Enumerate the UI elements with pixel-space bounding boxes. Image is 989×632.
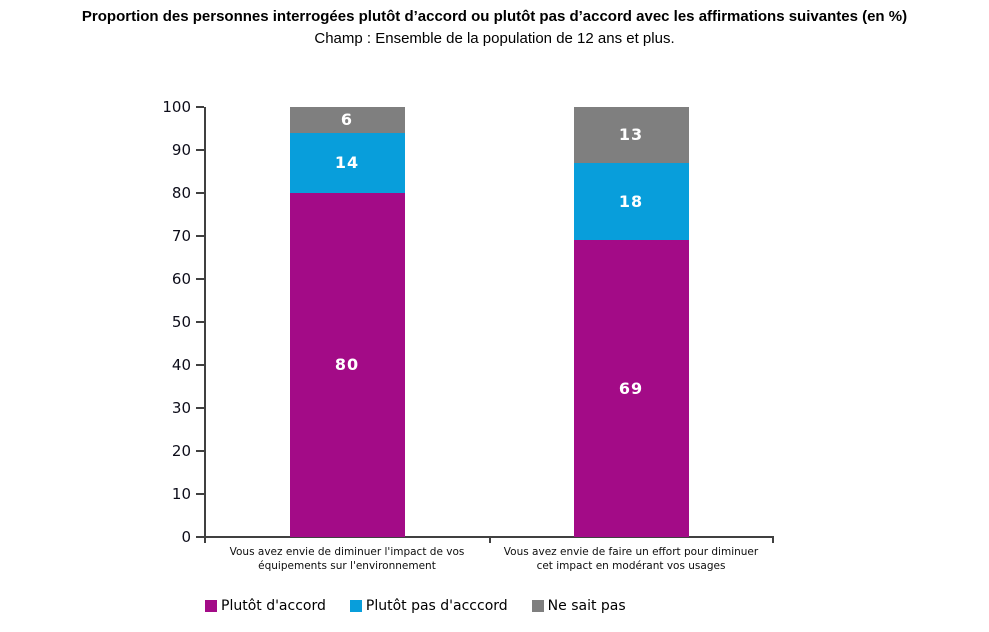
legend-label: Ne sait pas [547, 598, 626, 614]
legend-swatch-icon [349, 600, 362, 612]
legend-swatch-icon [205, 600, 217, 612]
stacked-bar-2: 13 18 69 [573, 107, 689, 537]
x-tick-mark [204, 538, 206, 543]
y-tick-mark [196, 106, 204, 108]
bar-value-label: 80 [334, 355, 360, 375]
bar-segment: 13 [573, 107, 689, 163]
chart-title: Proportion des personnes interrogées plu… [81, 8, 908, 25]
y-tick-mark [196, 321, 204, 323]
chart-subtitle: Champ : Ensemble de la population de 12 … [314, 30, 675, 47]
bar-segment: 6 [289, 107, 405, 133]
x-tick-mark [489, 538, 491, 543]
bar-value-label: 18 [618, 192, 644, 212]
y-tick-label: 10 [171, 485, 191, 503]
y-tick-mark [196, 536, 204, 538]
y-tick-mark [196, 235, 204, 237]
y-tick-mark [196, 407, 204, 409]
y-tick-label: 90 [171, 141, 191, 159]
y-tick-mark [196, 149, 204, 151]
bar-value-label: 13 [618, 125, 644, 145]
y-tick-label: 30 [171, 399, 191, 417]
y-tick-mark [196, 493, 204, 495]
y-tick-label: 70 [171, 227, 191, 245]
bar-segment: 80 [289, 192, 405, 537]
y-tick-label: 80 [171, 184, 191, 202]
stacked-bar-1: 6 14 80 [289, 107, 405, 537]
legend-label: Plutôt pas d'acccord [365, 598, 508, 614]
legend-swatch-icon [531, 600, 544, 612]
bar-value-label: 69 [618, 379, 644, 399]
legend: Plutôt d'accord Plutôt pas d'acccord Ne sa… [205, 598, 626, 614]
y-tick-mark [196, 450, 204, 452]
y-tick-label: 100 [162, 98, 191, 116]
x-axis-line [204, 536, 774, 538]
y-tick-label: 0 [181, 528, 191, 546]
legend-item: Plutôt pas d'acccord [349, 598, 508, 614]
bar-value-label: 6 [340, 110, 354, 130]
y-tick-label: 50 [171, 313, 191, 331]
bar-segment: 18 [573, 162, 689, 241]
legend-label: Plutôt d'accord [221, 598, 326, 614]
bar-segment: 69 [573, 240, 689, 537]
y-tick-label: 60 [171, 270, 191, 288]
legend-item: Plutôt d'accord [205, 598, 326, 614]
y-tick-mark [196, 192, 204, 194]
category-label: Vous avez envie de faire un effort pour … [503, 546, 759, 573]
bar-value-label: 14 [334, 153, 360, 173]
x-tick-mark [772, 538, 774, 543]
y-tick-label: 20 [171, 442, 191, 460]
y-tick-label: 40 [171, 356, 191, 374]
y-tick-mark [196, 278, 204, 280]
y-tick-mark [196, 364, 204, 366]
y-axis-line [204, 107, 206, 539]
legend-item: Ne sait pas [531, 598, 626, 614]
category-label: Vous avez envie de diminuer l'impact de … [229, 546, 465, 573]
bar-segment: 14 [289, 132, 405, 193]
